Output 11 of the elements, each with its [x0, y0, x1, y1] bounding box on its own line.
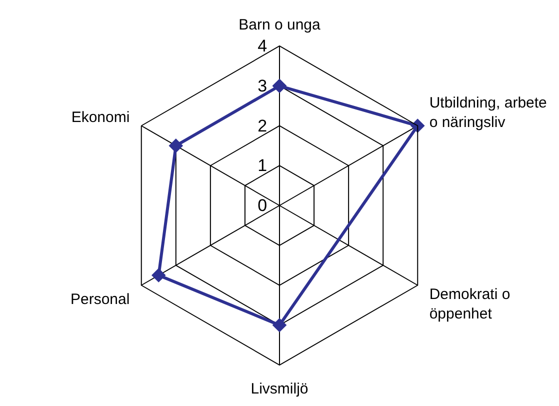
- y-tick-label: 3: [258, 76, 268, 96]
- spoke-label: Utbildning, arbete o näringsliv: [429, 94, 547, 131]
- y-tick-label: 0: [258, 196, 268, 216]
- spoke-label: Ekonomi: [71, 109, 130, 126]
- spoke-label: Personal: [70, 291, 130, 308]
- y-tick-label: 4: [258, 36, 268, 56]
- y-tick-label: 2: [258, 116, 268, 136]
- spoke-label: Livsmiljö: [250, 380, 308, 398]
- spoke-label: Demokrati o öppenhet: [429, 286, 510, 323]
- y-tick-label: 1: [258, 156, 268, 176]
- spoke-label: Barn o unga: [238, 16, 322, 34]
